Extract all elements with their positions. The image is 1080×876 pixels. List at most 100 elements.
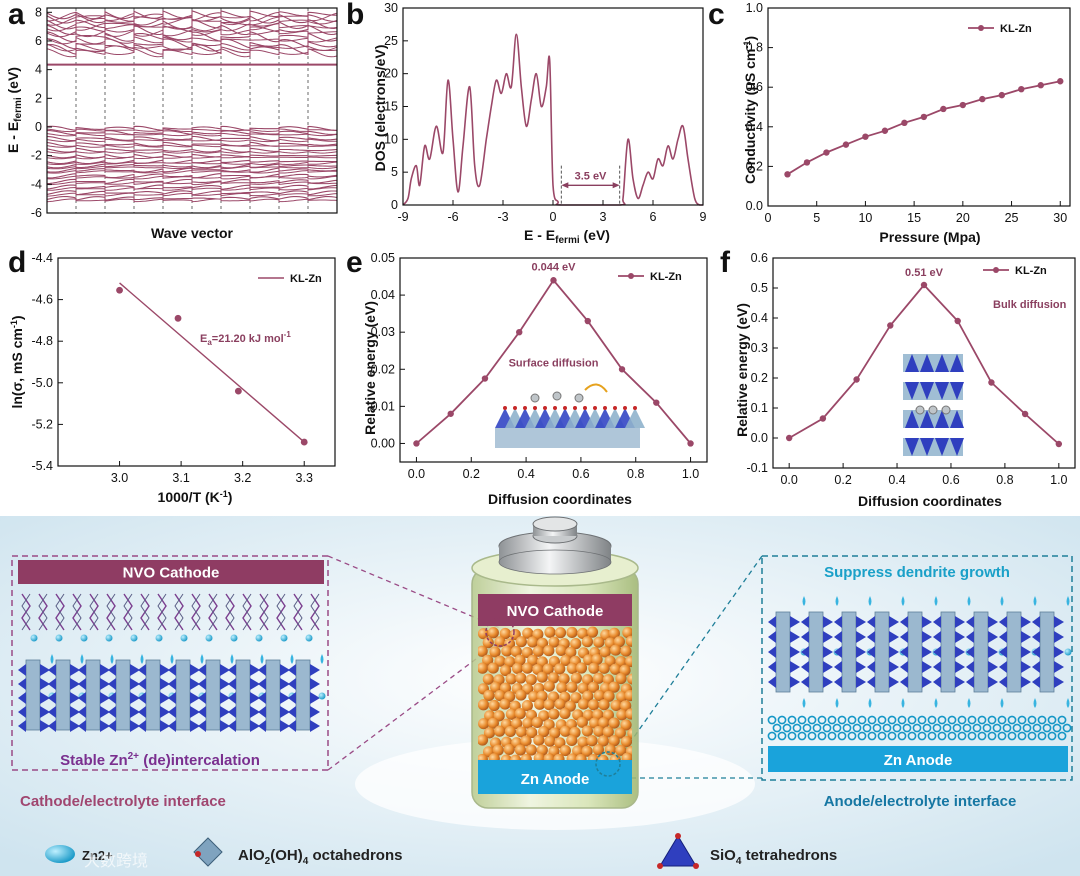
conductivity-point bbox=[784, 171, 791, 178]
electrolyte-particle bbox=[581, 725, 593, 737]
cathode-zn-ion bbox=[205, 634, 213, 642]
bulk-point bbox=[988, 379, 995, 386]
anode-tetrahedron bbox=[988, 676, 998, 688]
cathode-tetrahedron bbox=[108, 706, 116, 718]
cathode-tetrahedron bbox=[250, 664, 260, 676]
anode-ion-ring bbox=[792, 723, 802, 733]
cathode-tetrahedron bbox=[310, 664, 320, 676]
anode-ion-drop bbox=[934, 596, 938, 606]
conductivity-x-tick-label: 0 bbox=[765, 211, 772, 225]
panel-label-c: c bbox=[708, 0, 725, 31]
cathode-ion-drop bbox=[50, 654, 54, 664]
cathode-lattice-chain bbox=[38, 593, 48, 631]
anode-tetrahedron bbox=[856, 676, 866, 688]
arrhenius-axes: 3.0 3.1 3.2 3.3 -5.4 -5.2 -5.0 -4.8 -4.6 -4.4 bbox=[31, 251, 336, 485]
electrolyte-particle bbox=[494, 689, 506, 702]
surface-slab-oxygen bbox=[583, 406, 587, 410]
ea-symbol: E bbox=[200, 333, 207, 345]
surface-slab-oxygen bbox=[603, 406, 607, 410]
conductivity-x-tick-label: 15 bbox=[907, 211, 921, 225]
anode-ion-ring bbox=[957, 731, 967, 741]
cathode-tetrahedron bbox=[48, 706, 56, 718]
surface-point bbox=[516, 328, 523, 336]
electrolyte-particle bbox=[494, 636, 506, 648]
cathode-box-title: NVO Cathode bbox=[123, 565, 220, 582]
bulk-layer bbox=[903, 438, 963, 456]
electrolyte-particle bbox=[536, 671, 548, 683]
anode-ion-drop bbox=[1066, 698, 1070, 708]
surface-slab-oxygen bbox=[533, 406, 537, 410]
conductivity-x-tick-label: 10 bbox=[858, 211, 872, 225]
anode-tetrahedron bbox=[834, 631, 842, 643]
tetrahedron-legend-label: SiO4 tetrahedrons bbox=[710, 847, 837, 867]
electrolyte-particle bbox=[532, 645, 544, 657]
cathode-tetrahedron bbox=[220, 720, 230, 732]
anode-ion-ring bbox=[1042, 723, 1052, 733]
cathode-lattice-chain bbox=[21, 593, 31, 631]
arrhenius-y-tick-label: -4.4 bbox=[31, 251, 53, 265]
arrhenius-y-tick-label: -4.8 bbox=[31, 334, 53, 348]
surface-y-tick-label: 0.00 bbox=[371, 436, 395, 450]
conductivity-frame bbox=[767, 7, 1071, 207]
valence-band bbox=[47, 186, 338, 191]
anode-ion-ring bbox=[797, 731, 807, 741]
anode-tetrahedron bbox=[922, 676, 932, 688]
electrolyte-particle bbox=[521, 662, 534, 674]
electrolyte-particle bbox=[603, 690, 615, 702]
band-y-ticks: -6 -4 -2 0 2 4 6 8 bbox=[31, 5, 52, 220]
anode-ion-ring bbox=[1022, 723, 1032, 733]
cathode-caption: Stable Zn2+ (de)intercalation bbox=[60, 751, 260, 769]
electrolyte-particle bbox=[591, 653, 603, 666]
anode-tetrahedron bbox=[867, 676, 875, 688]
anode-ion-drop bbox=[868, 596, 872, 606]
band-y-tick-label: 6 bbox=[35, 34, 42, 48]
anode-ion-ring bbox=[1037, 715, 1047, 725]
octahedron-legend-icon bbox=[193, 837, 223, 867]
anode-tetrahedron bbox=[790, 631, 800, 643]
surface-y-tick-label: 0.02 bbox=[371, 362, 395, 376]
electrolyte-particle bbox=[608, 717, 620, 729]
anode-tetrahedron bbox=[823, 631, 833, 643]
anode-interface-label: Anode/electrolyte interface bbox=[824, 793, 1017, 810]
anode-ion-ring bbox=[827, 731, 837, 741]
cathode-tetrahedron bbox=[220, 706, 230, 718]
cathode-clay-column bbox=[205, 659, 221, 731]
cathode-ion-drop bbox=[80, 654, 84, 664]
electrolyte-particle bbox=[515, 726, 528, 738]
anode-ion-ring bbox=[1027, 715, 1037, 725]
anode-tetrahedron bbox=[1054, 676, 1064, 688]
electrolyte-particle bbox=[525, 674, 537, 686]
anode-ion-ring bbox=[967, 731, 977, 741]
electrolyte-particle bbox=[478, 699, 490, 711]
bulk-x-tick-label: 1.0 bbox=[1050, 473, 1067, 487]
anode-ion-ring bbox=[937, 715, 947, 725]
anode-tetrahedron bbox=[999, 676, 1007, 688]
conductivity-line bbox=[787, 80, 1061, 176]
surface-slab-oxygen bbox=[563, 406, 567, 410]
cathode-ion-drop bbox=[200, 654, 204, 664]
battery-cathode-layer bbox=[478, 594, 632, 626]
electrolyte-particle bbox=[620, 719, 632, 731]
anode-tetrahedron bbox=[1021, 661, 1031, 673]
surface-slab-oxygen bbox=[553, 406, 557, 410]
bulk-y-tick-label: 0.5 bbox=[751, 281, 768, 295]
anode-tetrahedron bbox=[889, 661, 899, 673]
surface-y-tick-label: 0.05 bbox=[371, 251, 395, 265]
electrolyte-particle bbox=[521, 646, 533, 659]
anode-tetrahedron bbox=[867, 646, 875, 658]
cathode-zn-ion bbox=[280, 634, 288, 642]
cathode-ion-drop bbox=[110, 654, 114, 664]
cathode-tetrahedron bbox=[280, 706, 290, 718]
cathode-tetrahedron bbox=[190, 706, 200, 718]
electrolyte-particle bbox=[577, 627, 589, 640]
anode-tetrahedron bbox=[889, 646, 899, 658]
anode-tetrahedron bbox=[1032, 631, 1040, 643]
bulk-tetrahedron bbox=[905, 410, 919, 428]
electrolyte-particle bbox=[494, 725, 506, 737]
anode-ion-ring bbox=[872, 723, 882, 733]
surface-slab-oxygen bbox=[633, 406, 637, 410]
surface-zn-ion bbox=[574, 393, 584, 403]
cathode-tetrahedron bbox=[168, 692, 176, 704]
anode-ion-ring bbox=[802, 723, 812, 733]
cathode-tetrahedron bbox=[138, 692, 146, 704]
